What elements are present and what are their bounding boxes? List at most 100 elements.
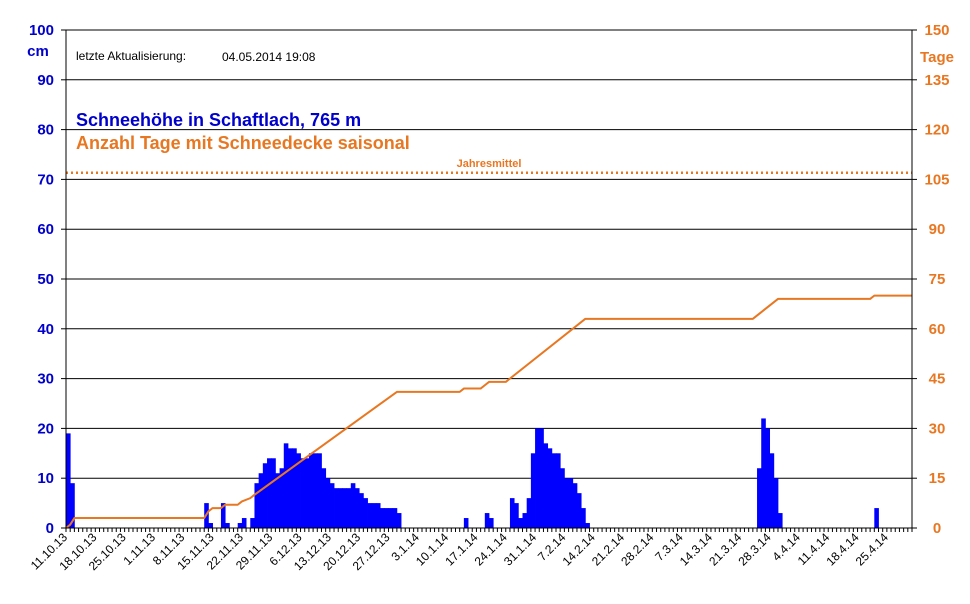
- y-left-tick-label-6: 60: [37, 221, 54, 238]
- y-right-tick-label-1: 15: [929, 470, 946, 487]
- snow-depth-bar-8: [250, 518, 255, 528]
- chart-title: Schneehöhe in Schaftlach, 765 m: [76, 110, 361, 130]
- y-left-tick-label-0: 0: [46, 520, 54, 537]
- x-tick-label-20: 28.2.14: [618, 530, 656, 568]
- snow-days-line: [65, 294, 912, 529]
- snow-depth-bar-23: [313, 453, 318, 528]
- snow-depth-bar-41: [388, 508, 394, 528]
- snow-depth-bar-49: [518, 518, 523, 528]
- chart-subtitle: Anzahl Tage mit Schneedecke saisonal: [76, 133, 410, 153]
- snow-depth-bar-30: [342, 488, 348, 528]
- reference-lines: Jahresmittel: [66, 158, 912, 175]
- snow-days-line-group: [65, 294, 912, 529]
- y-left-tick-label-7: 70: [37, 171, 54, 188]
- snow-depth-bar-72: [874, 508, 879, 528]
- snow-depth-bar-50: [522, 513, 528, 528]
- snow-depth-bar-40: [384, 508, 389, 528]
- snow-depth-bars: [66, 418, 879, 528]
- snow-depth-bar-0: [66, 433, 71, 528]
- snow-depth-bar-10: [258, 473, 264, 528]
- y-left-tick-label-10: 100: [29, 22, 54, 39]
- y-right-tick-label-4: 60: [929, 321, 946, 338]
- snow-depth-bar-13: [271, 458, 276, 528]
- snow-depth-bar-24: [317, 453, 322, 528]
- y-axis-right-unit: Tage: [920, 49, 954, 66]
- snow-depth-bar-17: [287, 448, 293, 528]
- snow-depth-bar-28: [334, 488, 339, 528]
- snow-depth-bar-57: [551, 453, 557, 528]
- snow-depth-bar-38: [375, 503, 381, 528]
- y-right-tick-label-10: 150: [924, 22, 949, 39]
- snow-depth-bar-62: [572, 483, 578, 528]
- snow-depth-bar-18: [292, 448, 297, 528]
- y-left-tick-label-1: 10: [37, 470, 54, 487]
- x-tick-label-3: 1.11.13: [120, 530, 158, 568]
- snow-depth-bar-61: [568, 478, 574, 528]
- snow-depth-bar-21: [304, 458, 310, 528]
- snow-depth-bar-56: [547, 448, 553, 528]
- snow-depth-bar-67: [761, 418, 766, 528]
- snow-depth-bar-48: [514, 503, 519, 528]
- y-right-tick-label-2: 30: [929, 420, 946, 437]
- snow-depth-bar-16: [283, 443, 289, 528]
- y-axis-right-ticks: 0 15 30 45 60 75 90 105 120 135 150: [912, 22, 950, 537]
- snow-depth-bar-55: [543, 443, 549, 528]
- snow-depth-bar-27: [329, 483, 335, 528]
- snow-depth-bar-47: [509, 498, 515, 528]
- snow-depth-bar-32: [350, 483, 356, 528]
- y-right-tick-label-5: 75: [929, 271, 946, 288]
- y-right-tick-label-8: 120: [924, 122, 949, 139]
- y-axis-left-ticks: 0 10 20 30 40 50 60 70 80 90 100: [29, 22, 66, 537]
- snow-depth-bar-29: [338, 488, 343, 528]
- snow-depth-bar-34: [359, 493, 364, 528]
- snow-depth-bar-5: [225, 523, 230, 528]
- snow-depth-bar-69: [769, 453, 775, 528]
- snow-depth-bar-22: [308, 453, 314, 528]
- y-left-tick-label-8: 80: [37, 122, 54, 139]
- snow-depth-bar-58: [556, 453, 561, 528]
- y-right-tick-label-9: 135: [924, 72, 949, 89]
- snow-depth-bar-12: [267, 458, 272, 528]
- snow-depth-bar-31: [346, 488, 352, 528]
- last-update-value: 04.05.2014 19:08: [222, 50, 316, 64]
- snow-depth-bar-65: [585, 523, 590, 528]
- snow-depth-bar-43: [396, 513, 402, 528]
- x-tick-label-28: 25.4.14: [853, 530, 891, 568]
- snow-depth-bar-53: [535, 428, 540, 528]
- snow-depth-bar-68: [765, 428, 771, 528]
- y-left-tick-label-2: 20: [37, 420, 54, 437]
- y-right-tick-label-3: 45: [929, 371, 946, 388]
- snow-depth-bar-11: [262, 463, 268, 528]
- snow-depth-bar-54: [539, 428, 544, 528]
- snow-depth-bar-36: [367, 503, 373, 528]
- snow-depth-bar-59: [560, 468, 565, 528]
- snow-depth-bar-44: [463, 518, 469, 528]
- snow-depth-bar-52: [530, 453, 536, 528]
- y-left-tick-label-5: 50: [37, 271, 54, 288]
- y-axis-left-unit: cm: [27, 43, 49, 60]
- grid-lines: [66, 29, 912, 479]
- snow-depth-bar-45: [484, 513, 490, 528]
- snow-depth-bar-37: [371, 503, 377, 528]
- y-left-tick-label-4: 40: [37, 321, 54, 338]
- snow-depth-bar-7: [241, 518, 247, 528]
- snow-depth-bar-1: [70, 483, 75, 528]
- snow-depth-bar-46: [489, 518, 494, 528]
- snow-depth-bar-14: [275, 473, 280, 528]
- x-tick-label-16: 31.1.14: [501, 530, 539, 568]
- snow-depth-bar-26: [325, 478, 331, 528]
- snow-depth-bar-20: [300, 458, 306, 528]
- last-update-label: letzte Aktualisierung:: [76, 49, 186, 63]
- snow-depth-bar-9: [254, 483, 260, 528]
- snow-depth-bar-60: [564, 478, 569, 528]
- snow-depth-bar-33: [354, 488, 360, 528]
- snow-depth-bar-35: [363, 498, 368, 528]
- y-right-tick-label-0: 0: [933, 520, 941, 537]
- snow-depth-bar-6: [237, 523, 243, 528]
- y-right-tick-label-7: 105: [924, 171, 949, 188]
- snow-depth-bar-25: [321, 468, 327, 528]
- snow-depth-bar-15: [279, 468, 285, 528]
- snow-depth-bar-64: [581, 508, 586, 528]
- reference-line-label-0: Jahresmittel: [457, 158, 522, 170]
- snow-depth-bar-19: [296, 453, 301, 528]
